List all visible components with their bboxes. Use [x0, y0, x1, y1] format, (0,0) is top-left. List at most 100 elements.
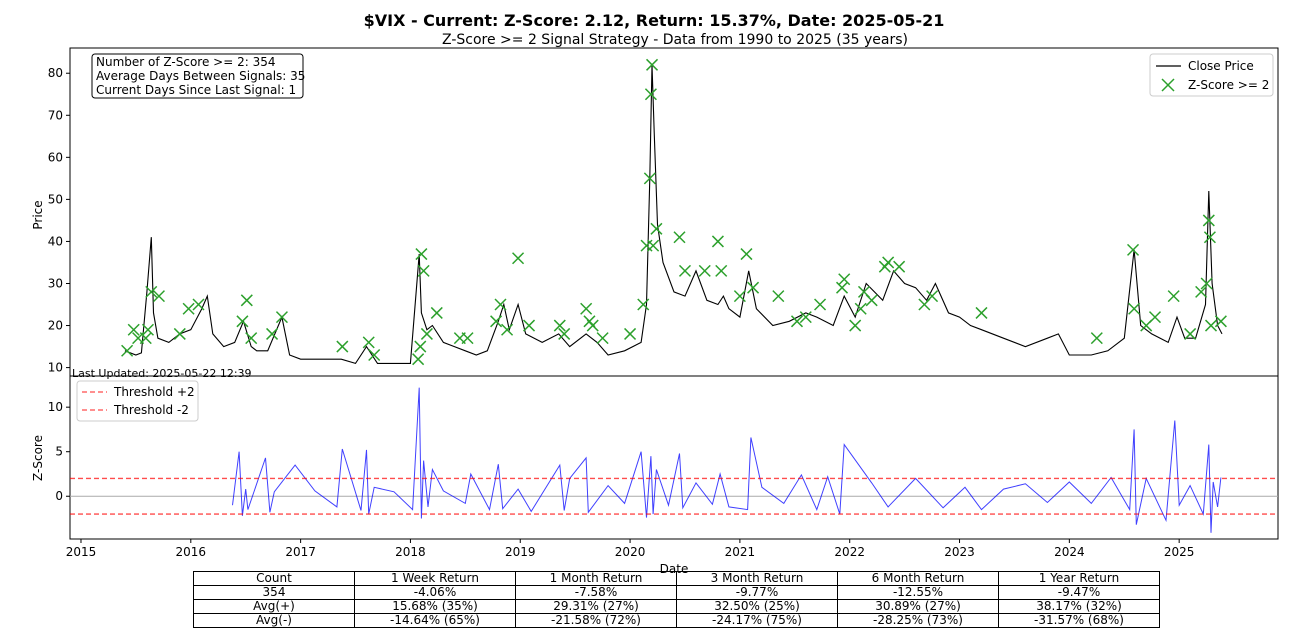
price-y-tick-label: 80 — [48, 66, 63, 80]
signal-marker — [512, 252, 525, 265]
signal-marker — [127, 323, 140, 336]
legend-signal-label: Z-Score >= 2 — [1188, 78, 1269, 92]
signal-marker — [182, 302, 195, 315]
close-price-line — [124, 64, 1223, 365]
signal-marker — [141, 323, 155, 336]
chart-title: $VIX - Current: Z-Score: 2.12, Return: 1… — [364, 11, 945, 30]
date-x-tick-label: 2016 — [176, 545, 207, 559]
signal-marker — [740, 248, 753, 261]
price-panel: 10 20 30 40 50 60 70 80 Price Number of Z-Score… — [31, 47, 1279, 380]
legend-threshold-plus-label: Threshold +2 — [113, 385, 195, 399]
signal-marker — [698, 264, 711, 277]
signal-marker — [523, 319, 536, 332]
info-box-frame — [91, 53, 304, 99]
table-cell: -28.25% (73%) — [837, 613, 999, 628]
signal-marker — [650, 222, 663, 235]
signal-marker — [814, 298, 827, 311]
signal-markers — [121, 58, 1227, 366]
table-cell: -12.55% — [837, 585, 999, 600]
table-cell: 1 Year Return — [998, 571, 1160, 586]
signal-marker — [139, 332, 152, 345]
signal-marker — [1204, 319, 1218, 332]
price-y-label: Price — [31, 200, 45, 229]
zscore-y-tick-label: 0 — [55, 489, 63, 503]
signal-marker — [145, 285, 158, 298]
zscore-legend-frame — [76, 380, 199, 422]
table-row: Avg(-) -14.64% (65%) -21.58% (72%) -24.17% … — [193, 613, 1160, 628]
signal-marker — [1200, 277, 1213, 290]
table-cell: 1 Month Return — [515, 571, 677, 586]
table-cell: -9.77% — [676, 585, 838, 600]
info-days-since: Current Days Since Last Signal: 1 — [96, 83, 296, 97]
table-cell: Avg(-) — [193, 613, 355, 628]
signal-marker — [1167, 290, 1180, 303]
table-cell: 32.50% (25%) — [676, 599, 838, 614]
signal-marker — [1090, 332, 1103, 345]
signal-marker — [647, 239, 660, 252]
signal-marker — [1148, 311, 1162, 324]
signal-marker — [415, 248, 428, 261]
table-cell: -31.57% (68%) — [998, 613, 1160, 628]
signal-marker — [412, 353, 425, 366]
table-cell: -7.58% — [515, 585, 677, 600]
zscore-panel: 0 5 10 2015 2016 2017 2018 2019 2020 2021 2022 202… — [31, 375, 1279, 576]
signal-marker — [417, 264, 430, 277]
signal-marker — [266, 327, 279, 340]
signal-marker — [553, 319, 566, 332]
table-cell: 30.89% (27%) — [837, 599, 999, 614]
signal-marker — [975, 306, 988, 319]
signal-marker — [362, 336, 375, 349]
signal-marker — [640, 239, 653, 252]
signal-marker — [336, 340, 349, 353]
price-series — [124, 64, 1223, 365]
table-row: 354 -4.06% -7.58% -9.77% -12.55% -9.47% — [193, 585, 1160, 600]
chart-subtitle: Z-Score >= 2 Signal Strategy - Data from… — [442, 32, 908, 48]
signal-marker — [1203, 231, 1216, 244]
table-cell: -9.47% — [998, 585, 1160, 600]
zscore-y-label: Z-Score — [31, 435, 45, 481]
zscore-y-tick-label: 10 — [48, 400, 63, 414]
signal-marker — [673, 231, 686, 244]
date-x-tick-label: 2017 — [285, 545, 316, 559]
date-x-tick-label: 2022 — [834, 545, 865, 559]
zscore-legend: Threshold +2 Threshold -2 — [76, 380, 199, 422]
table-cell: -24.17% (75%) — [676, 613, 838, 628]
price-legend: Close Price Z-Score >= 2 — [1149, 53, 1274, 97]
zscore-y-axis: 0 5 10 — [48, 400, 70, 503]
info-signal-count: Number of Z-Score >= 2: 354 — [96, 55, 275, 69]
table-cell: 1 Week Return — [354, 571, 516, 586]
signal-marker — [926, 290, 939, 303]
signal-marker — [747, 281, 760, 294]
signal-marker — [893, 260, 906, 273]
date-x-tick-label: 2025 — [1164, 545, 1195, 559]
price-legend-frame — [1149, 53, 1274, 97]
zscore-series — [232, 387, 1222, 533]
signal-marker — [882, 256, 895, 269]
date-x-tick-label: 2021 — [725, 545, 756, 559]
zscore-line — [232, 387, 1222, 533]
signal-marker — [1127, 243, 1140, 256]
price-y-tick-label: 40 — [48, 234, 63, 248]
table-cell: -14.64% (65%) — [354, 613, 516, 628]
signal-marker — [173, 327, 186, 340]
signal-marker — [733, 290, 746, 303]
signal-marker — [121, 344, 134, 357]
signal-marker — [865, 294, 878, 307]
table-cell: 38.17% (32%) — [998, 599, 1160, 614]
signal-marker — [580, 302, 593, 315]
table-row: Avg(+) 15.68% (35%) 29.31% (27%) 32.50% (25… — [193, 599, 1160, 614]
signal-marker — [558, 327, 571, 340]
signal-marker — [152, 290, 165, 303]
signal-marker — [711, 235, 724, 248]
signal-marker — [461, 332, 474, 345]
zscore-axes-frame — [69, 375, 1279, 540]
table-cell: 354 — [193, 585, 355, 600]
price-y-tick-label: 30 — [48, 276, 63, 290]
signal-marker — [624, 327, 637, 340]
table-cell: 6 Month Return — [837, 571, 999, 586]
info-average-days: Average Days Between Signals: 35 — [96, 69, 305, 83]
table-cell: 15.68% (35%) — [354, 599, 516, 614]
signal-marker — [849, 319, 862, 332]
signal-marker — [414, 340, 427, 353]
